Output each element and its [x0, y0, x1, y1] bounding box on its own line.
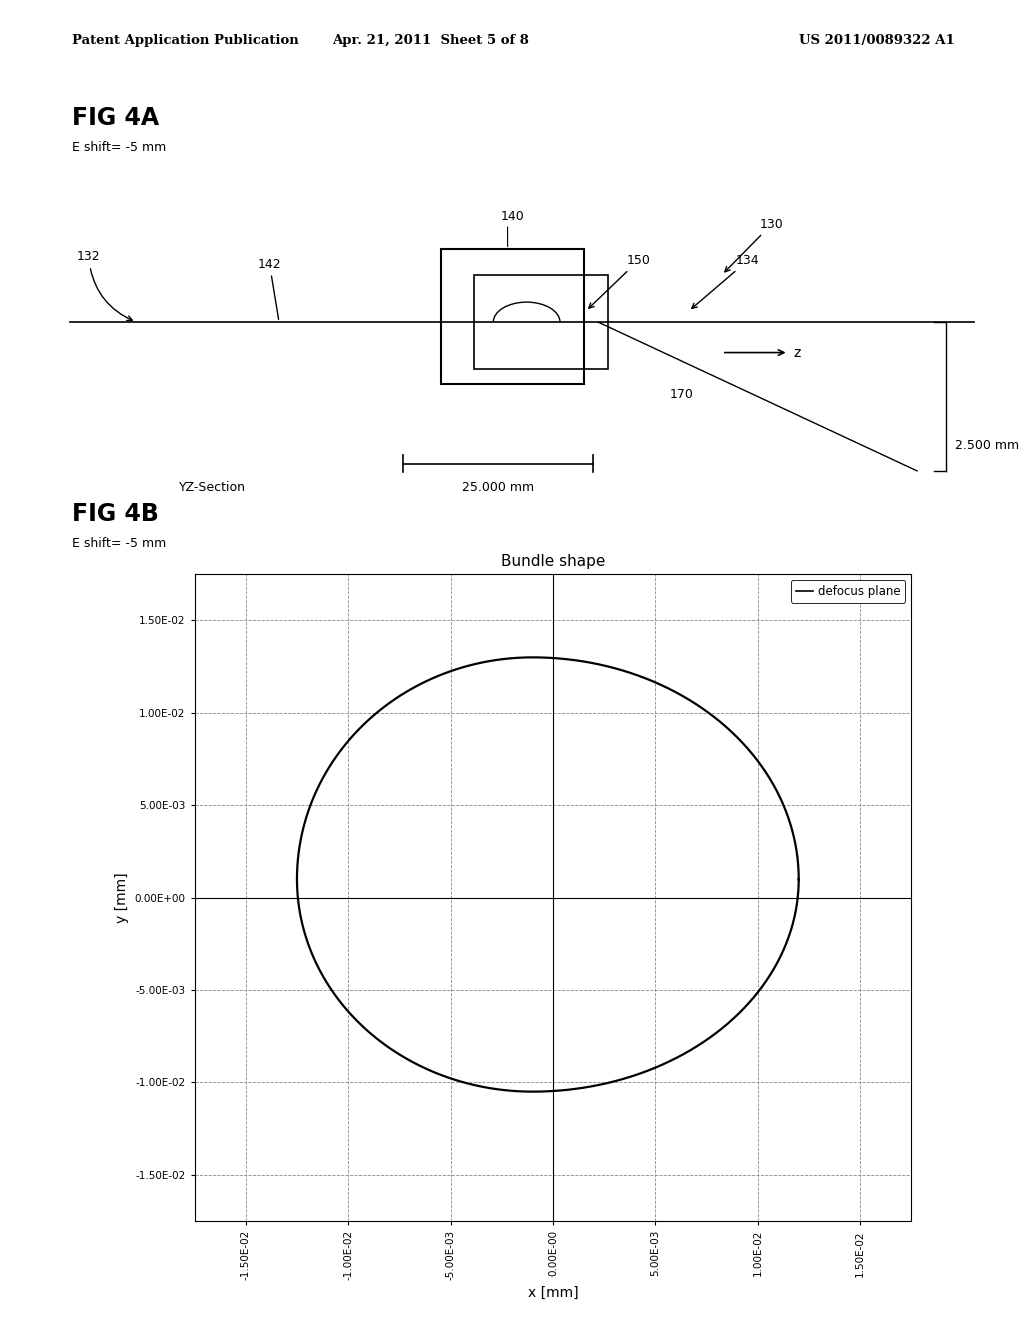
Text: US 2011/0089322 A1: US 2011/0089322 A1	[799, 34, 954, 48]
Text: Patent Application Publication: Patent Application Publication	[72, 34, 298, 48]
Legend: defocus plane: defocus plane	[791, 579, 905, 602]
Text: 134: 134	[692, 253, 760, 309]
Y-axis label: y [mm]: y [mm]	[115, 873, 129, 923]
Text: FIG 4A: FIG 4A	[72, 106, 159, 129]
Text: 170: 170	[670, 388, 693, 401]
Text: E shift= -5 mm: E shift= -5 mm	[72, 537, 166, 550]
Text: 140: 140	[501, 210, 524, 223]
Title: Bundle shape: Bundle shape	[501, 554, 605, 569]
Text: E shift= -5 mm: E shift= -5 mm	[72, 141, 166, 154]
Text: 132: 132	[77, 251, 132, 321]
Bar	[441, 249, 584, 384]
Text: 130: 130	[725, 218, 783, 272]
Text: Apr. 21, 2011  Sheet 5 of 8: Apr. 21, 2011 Sheet 5 of 8	[332, 34, 528, 48]
Text: 142: 142	[258, 257, 282, 319]
Text: FIG 4B: FIG 4B	[72, 502, 159, 525]
Text: YZ-Section: YZ-Section	[179, 482, 246, 494]
Bar	[474, 275, 607, 370]
Text: 150: 150	[589, 253, 650, 308]
Text: 2.500 mm: 2.500 mm	[955, 440, 1019, 453]
X-axis label: x [mm]: x [mm]	[527, 1286, 579, 1300]
Text: z: z	[794, 346, 801, 359]
Text: 25.000 mm: 25.000 mm	[462, 482, 535, 494]
